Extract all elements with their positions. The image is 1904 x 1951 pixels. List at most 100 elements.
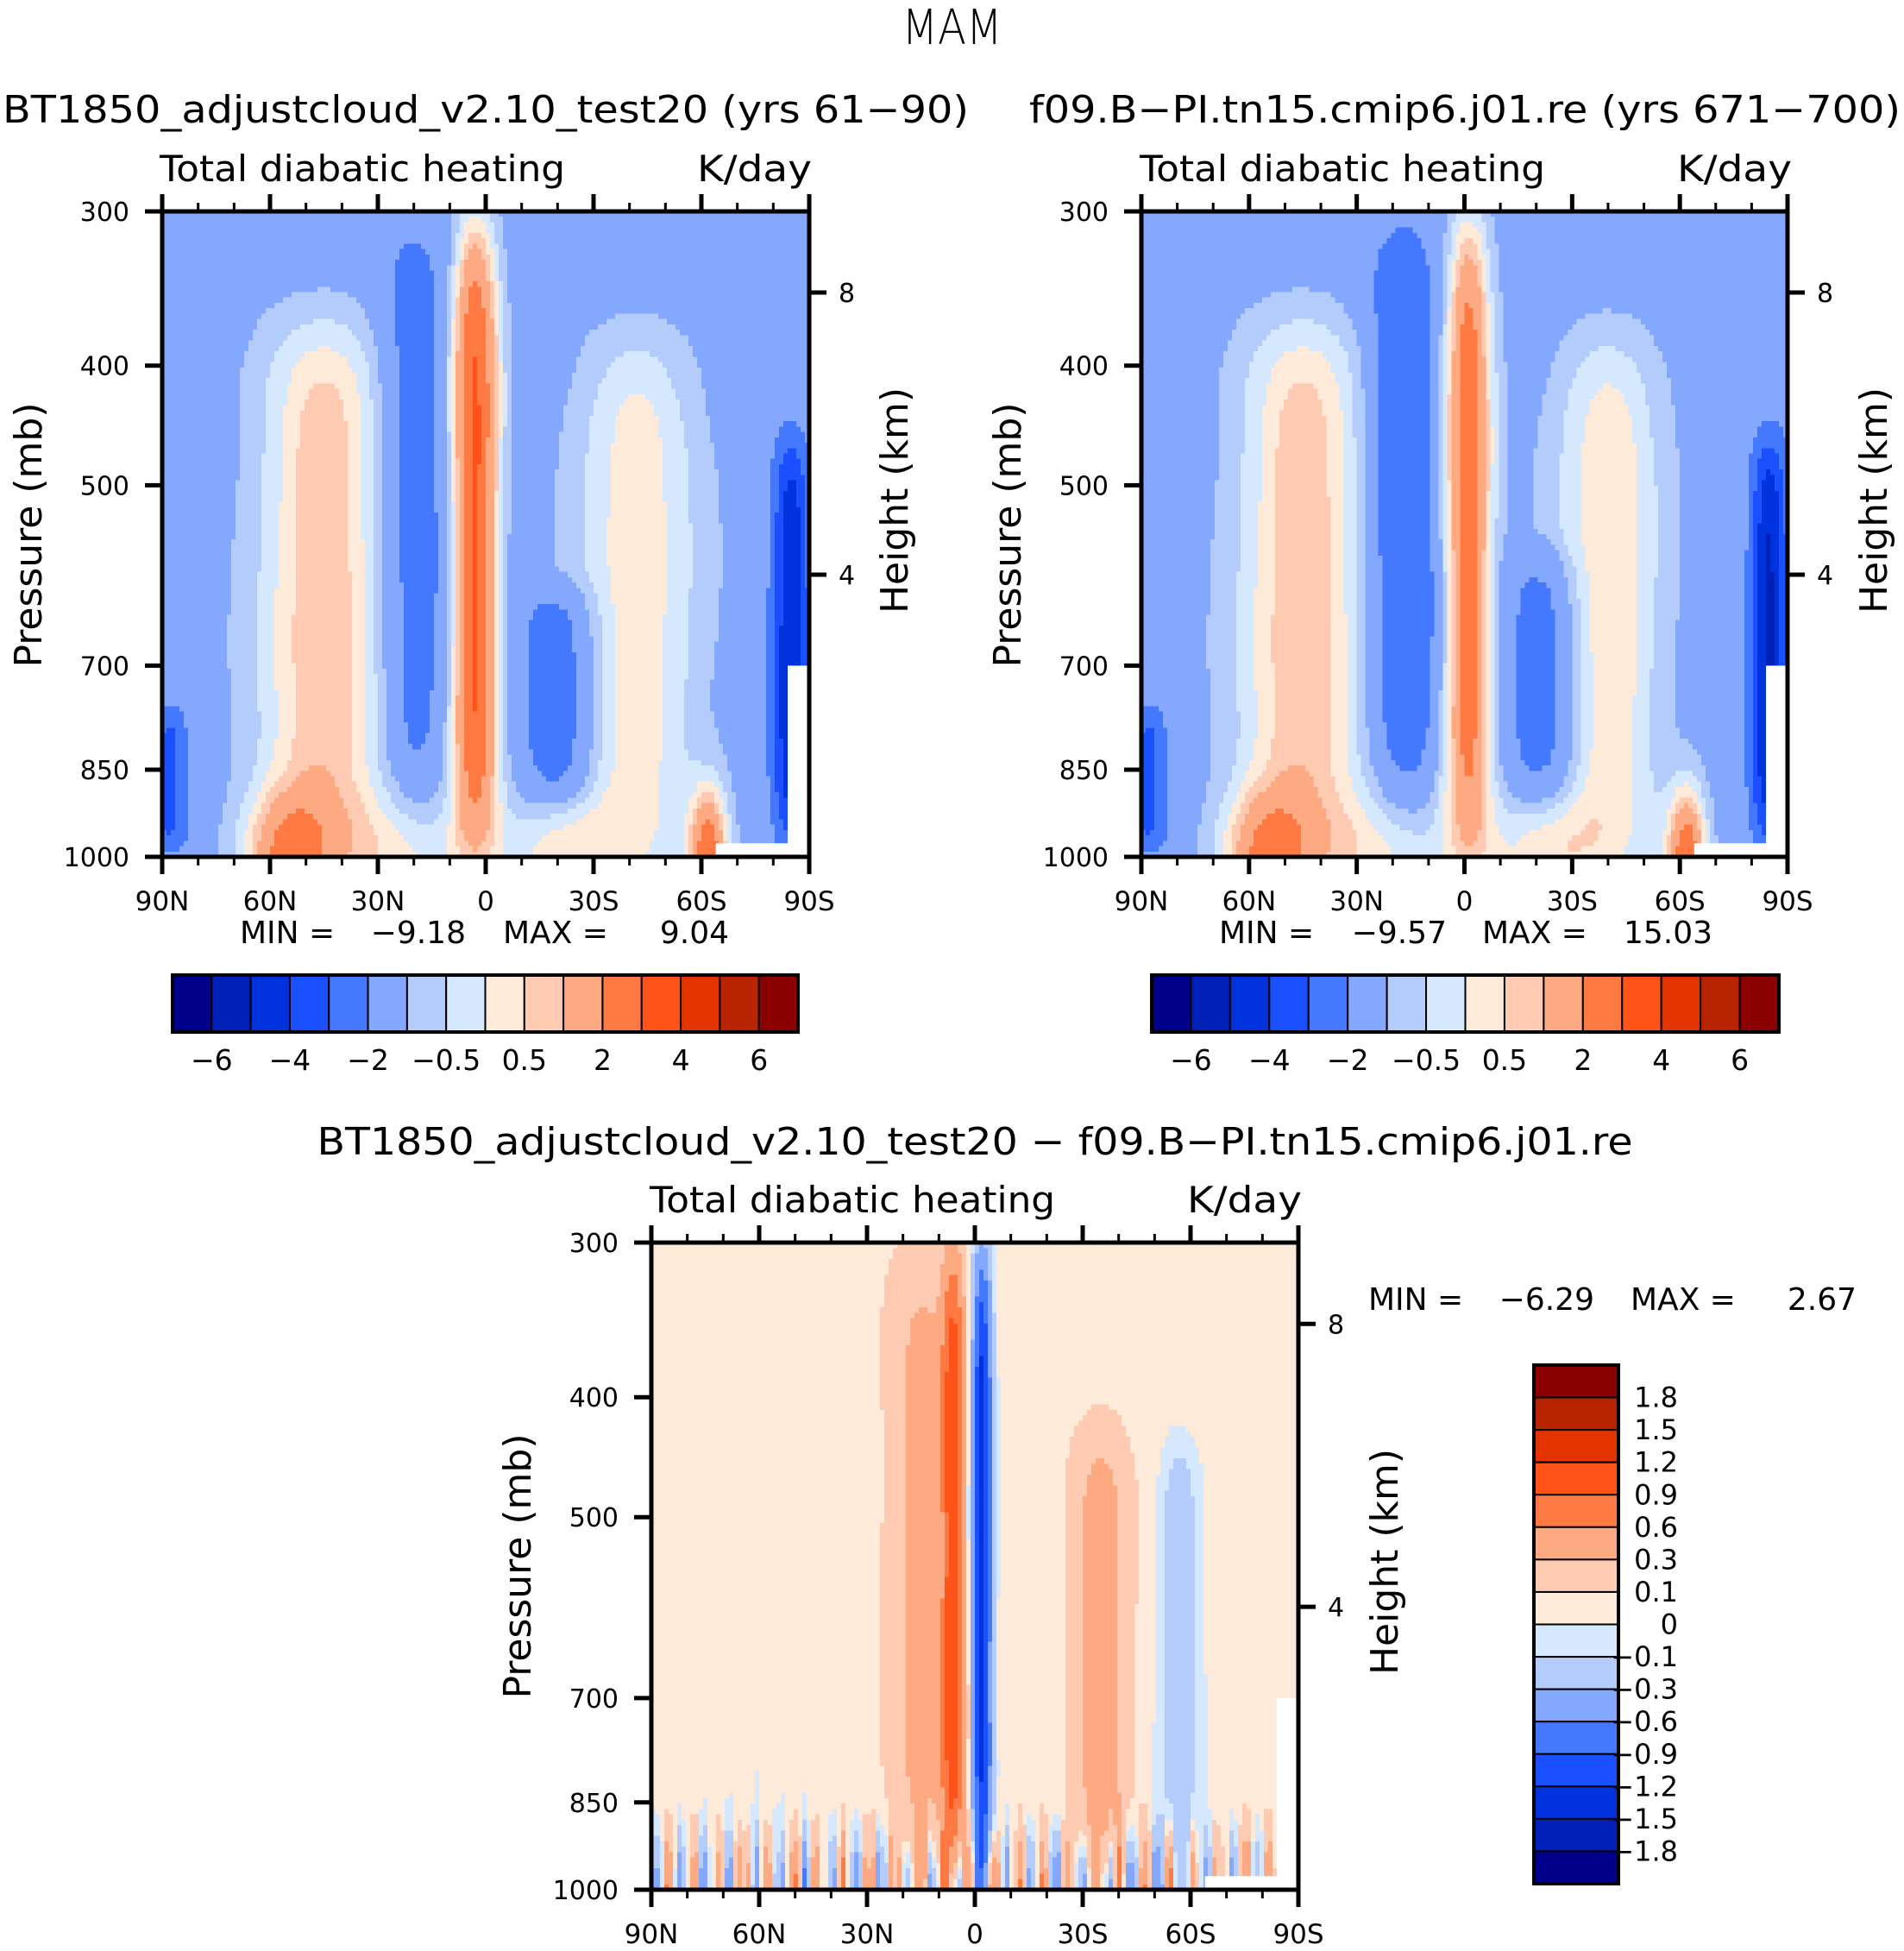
contour-cell — [507, 695, 530, 702]
contour-cell — [775, 582, 784, 588]
contour-cell — [714, 808, 719, 815]
contour-cell — [1451, 281, 1457, 287]
contour-cell — [434, 286, 448, 293]
contour-cell — [1240, 544, 1259, 551]
contour-cell — [266, 383, 288, 390]
contour-cell — [464, 598, 474, 605]
contour-cell — [503, 378, 508, 385]
contour-cell — [231, 593, 258, 600]
contour-cell — [499, 625, 504, 632]
contour-cell — [1770, 534, 1780, 540]
contour-cell — [460, 802, 491, 809]
contour-cell — [572, 373, 607, 379]
contour-cell — [1261, 410, 1280, 417]
contour-cell — [456, 491, 461, 497]
contour-cell — [770, 550, 776, 557]
contour-cell — [188, 738, 232, 745]
contour-cell — [456, 330, 461, 336]
contour-cell — [468, 776, 482, 783]
contour-cell — [464, 443, 474, 449]
contour-cell — [227, 652, 258, 658]
contour-cell — [1507, 501, 1534, 508]
contour-cell — [783, 604, 801, 610]
contour-cell — [667, 609, 689, 616]
contour-cell — [352, 582, 366, 588]
contour-cell — [770, 582, 776, 588]
contour-cell — [460, 679, 465, 686]
contour-cell — [292, 754, 353, 761]
contour-cell — [512, 485, 556, 492]
contour-cell — [766, 738, 776, 745]
contour-cell — [279, 792, 340, 799]
contour-cell — [663, 722, 685, 728]
contour-cell — [723, 835, 728, 841]
contour-cell — [399, 383, 435, 390]
contour-cell — [507, 738, 530, 745]
contour-cell — [473, 469, 478, 476]
contour-cell — [1490, 281, 1500, 287]
contour-cell — [779, 625, 801, 632]
contour-cell — [615, 631, 663, 638]
contour-cell — [477, 378, 487, 385]
min-label: MIN = — [240, 916, 335, 951]
contour-cell — [611, 593, 668, 600]
contour-cell — [227, 614, 258, 621]
contour-cell — [589, 625, 603, 632]
contour-cell — [287, 786, 340, 793]
contour-cell — [395, 286, 435, 293]
contour-cell — [1451, 292, 1457, 299]
contour-cell — [456, 679, 461, 686]
contour-cell — [499, 576, 504, 583]
contour-cell — [1343, 308, 1375, 315]
contour-cell — [447, 722, 452, 728]
contour-cell — [801, 620, 810, 626]
contour-cell — [434, 658, 448, 664]
contour-cell — [283, 421, 301, 427]
contour-cell — [512, 373, 573, 379]
contour-cell — [1244, 431, 1263, 438]
contour-cell — [1624, 393, 1646, 400]
contour-cell — [1490, 400, 1500, 406]
contour-cell — [266, 426, 284, 433]
contour-cell — [1378, 362, 1431, 368]
contour-cell — [1356, 448, 1367, 455]
contour-cell — [361, 448, 374, 455]
contour-cell — [374, 668, 387, 675]
contour-cell — [494, 426, 500, 433]
contour-cell — [594, 733, 603, 739]
contour-cell — [447, 609, 452, 616]
contour-cell — [447, 652, 452, 658]
contour-cell — [266, 393, 288, 400]
contour-cell — [1494, 335, 1505, 342]
contour-cell — [464, 609, 474, 616]
contour-cell — [473, 646, 478, 653]
contour-cell — [270, 851, 323, 858]
contour-cell — [714, 802, 719, 809]
contour-cell — [438, 814, 452, 820]
contour-cell — [261, 561, 280, 567]
contour-cell — [1499, 260, 1788, 266]
contour-cell — [499, 318, 504, 325]
contour-cell — [456, 646, 461, 653]
contour-cell — [348, 491, 361, 497]
contour-cell — [456, 281, 461, 287]
contour-cell — [244, 351, 275, 357]
contour-cell — [1671, 383, 1788, 390]
contour-cell — [507, 270, 810, 277]
contour-cell — [775, 658, 780, 664]
contour-cell — [1559, 513, 1581, 519]
contour-cell — [783, 576, 801, 583]
contour-cell — [1490, 437, 1496, 444]
contour-cell — [1749, 513, 1754, 519]
contour-cell — [274, 588, 297, 595]
contour-cell — [361, 480, 374, 487]
contour-cell — [503, 588, 508, 595]
contour-cell — [365, 313, 396, 320]
contour-cell — [598, 765, 616, 771]
contour-cell — [516, 814, 551, 820]
contour-cell — [615, 609, 668, 616]
contour-cell — [1460, 393, 1479, 400]
contour-cell — [486, 356, 495, 363]
contour-cell — [162, 249, 400, 255]
contour-cell — [1447, 227, 1453, 234]
